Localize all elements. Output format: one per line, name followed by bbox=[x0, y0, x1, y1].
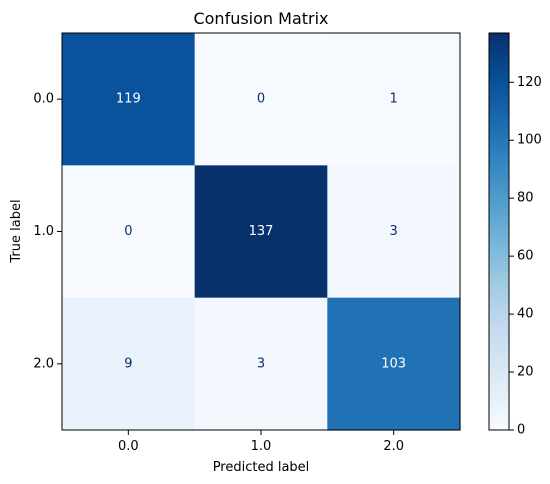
colorbar-tick-label: 80 bbox=[517, 191, 534, 206]
colorbar-tick-label: 0 bbox=[517, 423, 525, 438]
heatmap-cell bbox=[194, 165, 328, 299]
colorbar-tick-label: 100 bbox=[517, 133, 542, 148]
cell-value-label: 119 bbox=[116, 92, 141, 107]
heatmap-cell bbox=[327, 33, 461, 166]
x-axis-label: Predicted label bbox=[213, 460, 310, 475]
cell-value-label: 0 bbox=[257, 92, 265, 107]
cell-value-label: 9 bbox=[124, 356, 132, 371]
heatmap-cell bbox=[62, 297, 196, 431]
x-axis-ticks: 0.0 1.0 2.0 bbox=[118, 430, 404, 454]
cell-value-label: 3 bbox=[257, 356, 265, 371]
colorbar-tick-label: 40 bbox=[517, 307, 534, 322]
colorbar-tick-label: 60 bbox=[517, 249, 534, 264]
x-tick-label: 1.0 bbox=[251, 439, 272, 454]
cell-value-label: 1 bbox=[390, 92, 398, 107]
colorbar-tick-label: 20 bbox=[517, 365, 534, 380]
colorbar bbox=[488, 32, 510, 431]
heatmap-cells bbox=[62, 33, 461, 431]
chart-title: Confusion Matrix bbox=[193, 9, 328, 28]
cell-value-label: 3 bbox=[390, 224, 398, 239]
heatmap-cell-labels: 119 0 1 0 137 3 9 3 103 bbox=[116, 92, 406, 372]
heatmap-cell bbox=[194, 33, 328, 166]
colorbar-tick-label: 120 bbox=[517, 75, 542, 90]
cell-value-label: 0 bbox=[124, 224, 132, 239]
cell-value-label: 137 bbox=[249, 224, 274, 239]
y-tick-label: 2.0 bbox=[33, 356, 54, 371]
cell-value-label: 103 bbox=[381, 356, 406, 371]
heatmap-cell bbox=[62, 33, 196, 166]
heatmap-cell bbox=[327, 165, 461, 299]
y-axis-label: True label bbox=[9, 199, 24, 263]
heatmap-cell bbox=[327, 297, 461, 431]
y-axis-ticks: 0.0 1.0 2.0 bbox=[33, 92, 62, 371]
heatmap-cell bbox=[62, 165, 196, 299]
heatmap-cell bbox=[194, 297, 328, 431]
y-tick-label: 1.0 bbox=[33, 224, 54, 239]
y-tick-label: 0.0 bbox=[33, 92, 54, 107]
x-tick-label: 2.0 bbox=[383, 439, 404, 454]
x-tick-label: 0.0 bbox=[118, 439, 139, 454]
colorbar-ticks: 0 20 40 60 80 100 120 bbox=[509, 75, 542, 438]
